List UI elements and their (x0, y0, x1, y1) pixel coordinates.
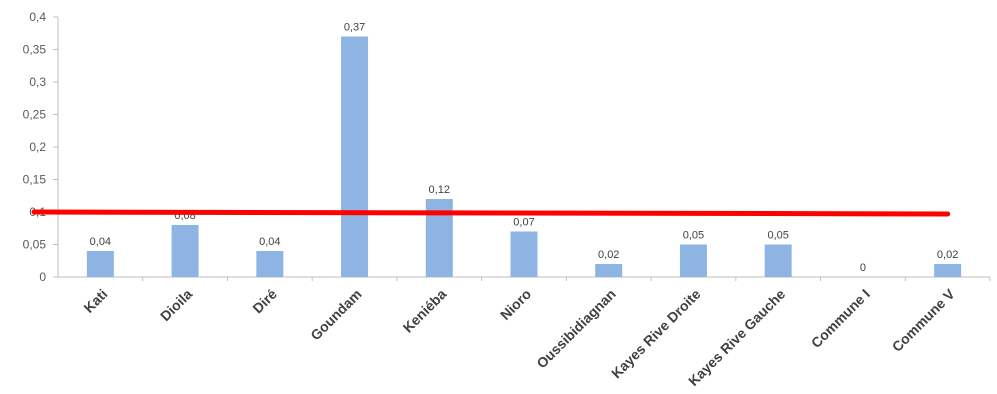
bar (934, 264, 962, 277)
category-label: Kati (80, 286, 110, 316)
category-label: Kayes Rive Gauche (685, 286, 788, 389)
reference-line-group (31, 209, 951, 217)
data-label: 0,07 (513, 217, 534, 229)
category-label: Commune V (889, 285, 959, 355)
data-label: 0,05 (683, 230, 704, 242)
bar (171, 225, 199, 277)
category-label: Goundam (307, 286, 365, 344)
category-labels: Kati Dioila Diré Goundam Keniéba Nioro Oussibi… (80, 285, 958, 389)
reference-line (31, 209, 951, 217)
y-tick-label: 0,15 (23, 173, 47, 187)
data-label: 0 (860, 262, 866, 274)
bar (341, 36, 369, 277)
category-label: Nioro (497, 286, 534, 323)
data-label: 0,04 (90, 236, 111, 248)
category-label: Dioila (157, 286, 195, 324)
data-label: 0,04 (259, 236, 280, 248)
y-tick-label: 0,05 (23, 238, 47, 252)
data-label: 0,37 (344, 22, 365, 34)
bar (595, 264, 623, 277)
category-label: Oussibidiagnan (533, 286, 619, 372)
bars (86, 36, 962, 277)
bar (86, 251, 114, 277)
y-tick-label: 0,2 (29, 140, 46, 154)
y-tick-label: 0,3 (29, 75, 46, 89)
y-tick-label: 0,25 (23, 108, 47, 122)
category-label: Commune I (808, 286, 873, 351)
bar (510, 231, 538, 277)
y-tick-label: 0,4 (29, 10, 46, 24)
category-label: Keniéba (400, 286, 450, 336)
bar (679, 244, 707, 277)
data-label: 0,02 (937, 249, 958, 261)
category-label: Kayes Rive Droite (608, 286, 704, 382)
bar (256, 251, 284, 277)
bar (764, 244, 792, 277)
data-label: 0,02 (598, 249, 619, 261)
category-label: Diré (249, 286, 280, 317)
y-axis: 00,050,10,150,20,250,30,350,4 (23, 10, 59, 284)
x-axis (58, 276, 991, 281)
data-label: 0,05 (767, 230, 788, 242)
y-tick-label: 0 (39, 270, 46, 284)
y-tick-label: 0,35 (23, 43, 47, 57)
data-label: 0,12 (429, 184, 450, 196)
